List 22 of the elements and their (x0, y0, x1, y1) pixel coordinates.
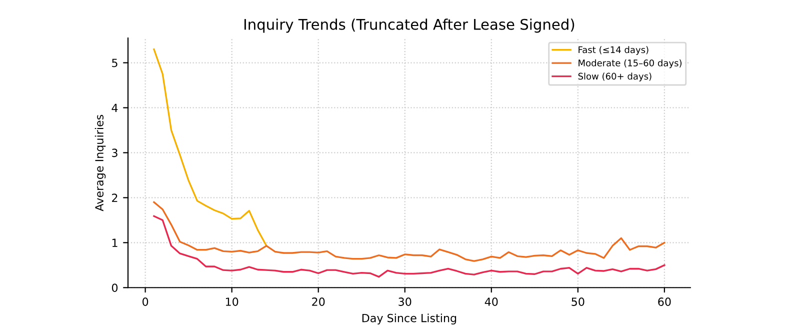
x-tick-label: 10 (226, 298, 238, 306)
x-tick-label: 30 (398, 298, 412, 306)
legend-label: Fast (≤14 days) (578, 46, 648, 55)
y-tick-label: 1 (112, 238, 118, 247)
y-axis-title: Average Inquiries (94, 114, 106, 212)
legend-label: Slow (60+ days) (578, 72, 652, 82)
x-tick-label: 60 (658, 298, 671, 306)
x-tick-label: 0 (142, 298, 148, 306)
y-tick-label: 3 (112, 148, 118, 158)
line-series (153, 201, 666, 262)
y-tick-label: 0 (112, 284, 118, 292)
y-tick-label: 5 (112, 58, 118, 68)
y-tick-label: 2 (112, 194, 118, 202)
line-series (153, 48, 268, 247)
x-tick-label: 40 (484, 298, 498, 306)
y-tick-label: 4 (112, 104, 118, 112)
chart-title: Inquiry Trends (Truncated After Lease Signed) (244, 18, 574, 33)
line-series (153, 215, 666, 278)
x-tick-label: 20 (312, 298, 325, 306)
x-axis-title: Day Since Listing (362, 314, 456, 324)
x-tick-label: 50 (572, 298, 584, 306)
legend-label: Moderate (15–60 days) (578, 59, 682, 68)
